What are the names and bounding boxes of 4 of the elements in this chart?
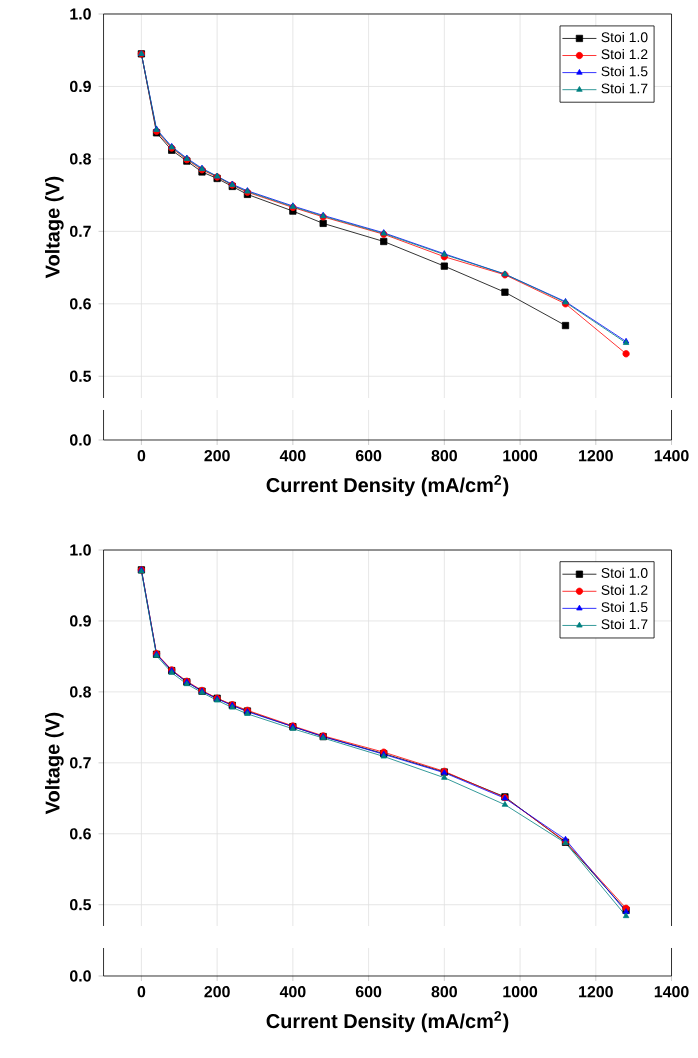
x-axis-title: Current Density (mA/cm$^{2}$) xyxy=(266,1011,509,1033)
x-axis-title: Current Density (mA/cm$^{2}$) xyxy=(266,475,509,497)
y-axis-title: Voltage (V) xyxy=(45,712,64,815)
y-axis-title: Voltage (V) xyxy=(45,176,64,279)
